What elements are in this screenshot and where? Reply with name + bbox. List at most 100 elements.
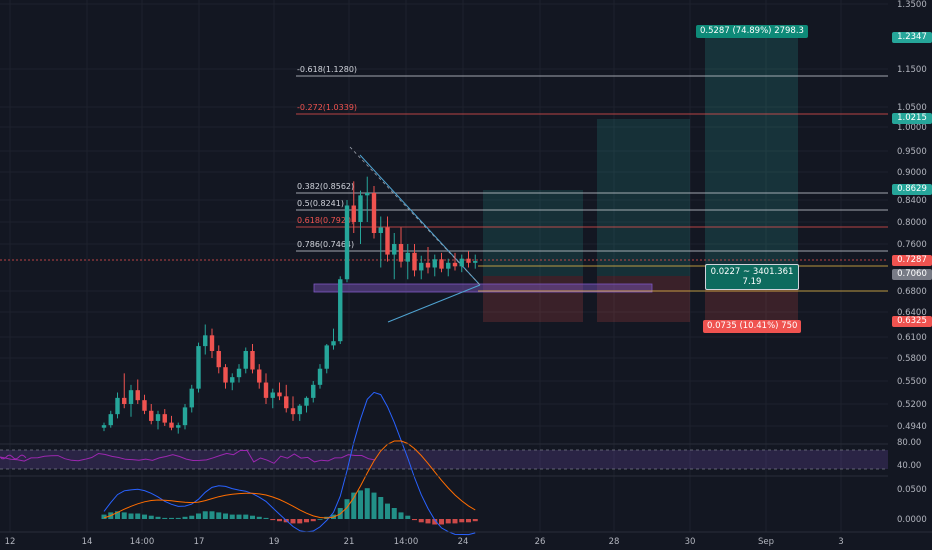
macd-bar xyxy=(223,513,228,519)
macd-tick: 0.0000 xyxy=(897,515,927,525)
macd-bar xyxy=(297,519,303,524)
profit-zone-3[interactable] xyxy=(705,38,798,276)
stop-label[interactable]: 0.0735 (10.41%) 750 xyxy=(703,320,802,333)
fib-label: 0.786(0.7464) xyxy=(297,240,354,249)
macd-bar xyxy=(196,513,201,519)
candle-body xyxy=(378,227,383,233)
time-label: 14:00 xyxy=(394,537,419,547)
price-tick: 0.5800 xyxy=(897,354,927,364)
candlestick-series xyxy=(101,176,478,434)
candle-body xyxy=(311,384,316,398)
position-zones[interactable] xyxy=(483,38,798,322)
profit-zone-2[interactable] xyxy=(597,119,690,276)
loss-zone-2[interactable] xyxy=(597,276,690,322)
candle-body xyxy=(284,396,289,409)
candle-body xyxy=(385,227,390,255)
price-tick: 0.5500 xyxy=(897,377,927,387)
target-label[interactable]: 0.5287 (74.89%) 2798.3 xyxy=(696,25,808,38)
time-axis[interactable]: 12 14 14:00 17 19 21 14:00 24 26 28 30 Sep 3 xyxy=(5,537,844,547)
rsi-line xyxy=(0,449,376,464)
candle-body xyxy=(290,408,296,415)
macd-bar xyxy=(142,514,147,519)
macd-bar xyxy=(351,492,357,519)
macd-bar xyxy=(432,519,438,525)
fibonacci-levels[interactable]: -0.618(1.1280) -0.272(1.0339) 0.382(0.8562… xyxy=(296,65,888,252)
candle-body xyxy=(270,392,275,398)
price-tag-2: 1.0215 xyxy=(892,113,932,124)
macd-bar xyxy=(445,519,451,524)
macd-bar xyxy=(344,499,350,519)
candle-body xyxy=(351,205,356,222)
macd-bar xyxy=(121,512,127,519)
candle-body xyxy=(439,259,444,269)
candle-body xyxy=(371,193,377,233)
macd-bar xyxy=(310,519,316,522)
profit-zone-1[interactable] xyxy=(483,190,583,276)
candle-body xyxy=(257,369,262,383)
macd-bar xyxy=(371,492,377,519)
triangle-lower-line[interactable] xyxy=(387,284,481,323)
macd-bar xyxy=(115,511,120,519)
time-label: 3 xyxy=(838,537,843,547)
macd-bar xyxy=(169,517,174,519)
price-tag-5: 0.7060 xyxy=(892,269,932,280)
price-tick: 0.8000 xyxy=(897,218,927,228)
time-label: 12 xyxy=(5,537,16,547)
macd-bar xyxy=(209,511,215,519)
price-tick: 0.4940 xyxy=(897,422,927,432)
triangle-dashed-line[interactable] xyxy=(349,146,481,286)
candle-body xyxy=(452,262,458,267)
price-tick: 0.6400 xyxy=(897,308,927,318)
macd-bar xyxy=(243,514,249,519)
candle-body xyxy=(358,195,363,222)
candle-body xyxy=(216,351,221,368)
time-label: 14:00 xyxy=(130,537,155,547)
candle-body xyxy=(182,407,188,426)
macd-bar xyxy=(148,515,154,519)
candle-body xyxy=(473,261,478,263)
macd-bar xyxy=(182,516,188,519)
candle-body xyxy=(459,258,464,267)
macd-bar xyxy=(270,519,276,521)
macd-bar xyxy=(385,503,390,519)
price-tick: 0.9000 xyxy=(897,168,927,178)
support-zone[interactable] xyxy=(313,283,653,293)
candle-body xyxy=(203,335,208,347)
candle-body xyxy=(365,193,370,196)
time-label: 14 xyxy=(82,537,93,547)
candle-body xyxy=(412,252,417,271)
fib-label: 0.382(0.8562) xyxy=(297,182,354,191)
loss-zone-1[interactable] xyxy=(483,276,583,322)
fib-label: -0.618(1.1280) xyxy=(297,65,357,74)
candle-body xyxy=(236,368,242,378)
candle-body xyxy=(405,252,410,262)
price-tick: 0.9500 xyxy=(897,147,927,157)
fib-label: 0.5(0.8241) xyxy=(297,199,344,208)
measure-line2: 7.19 xyxy=(742,277,762,287)
macd-bar xyxy=(364,488,370,519)
price-tick: 0.6100 xyxy=(897,333,927,343)
candle-body xyxy=(344,205,350,280)
candle-body xyxy=(189,388,194,408)
fib-label: 0.618(0.7920) xyxy=(297,216,354,225)
macd-bar xyxy=(162,517,168,519)
candle-body xyxy=(317,368,323,385)
candle-body xyxy=(142,400,147,411)
measure-box[interactable]: 0.0227 ~ 3401.361 7.19 xyxy=(705,264,799,290)
candle-body xyxy=(128,390,134,404)
macd-bar xyxy=(439,519,444,525)
candle-body xyxy=(115,397,120,415)
macd-bar xyxy=(263,517,269,519)
time-label: 17 xyxy=(194,537,205,547)
macd-line xyxy=(103,391,476,536)
macd-bar xyxy=(189,515,195,519)
candle-body xyxy=(331,341,336,346)
macd-bar xyxy=(229,514,235,519)
macd-bar xyxy=(412,519,417,521)
candle-body xyxy=(446,262,451,269)
price-tag-1: 1.2347 xyxy=(892,32,932,43)
time-label: 24 xyxy=(458,537,469,547)
macd-bar xyxy=(216,512,222,519)
price-axis[interactable]: 1.3500 1.1500 1.0500 1.0000 0.9500 0.9000 0.84… xyxy=(897,0,927,525)
candle-body xyxy=(304,397,309,406)
